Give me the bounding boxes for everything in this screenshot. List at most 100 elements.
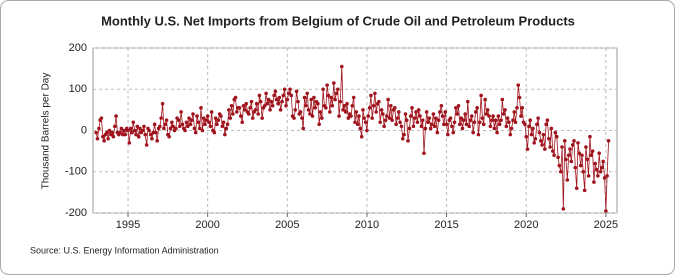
data-point [197, 126, 202, 131]
data-point [590, 149, 595, 153]
x-tick-label: 2020 [514, 219, 538, 231]
data-point [545, 118, 550, 122]
y-tick-label: 200 [69, 42, 87, 54]
data-point [102, 139, 106, 143]
data-point [387, 116, 392, 120]
data-point [105, 130, 109, 135]
data-point [558, 169, 563, 174]
data-point [451, 130, 456, 135]
data-point [578, 163, 583, 168]
data-point [484, 112, 489, 116]
data-point [588, 134, 592, 139]
data-point [582, 188, 587, 193]
data-point [432, 124, 437, 129]
data-point [586, 174, 591, 178]
data-point [357, 114, 361, 118]
data-point [281, 93, 286, 98]
data-point [328, 110, 332, 114]
data-point [346, 116, 351, 120]
data-point [513, 120, 518, 125]
data-point [556, 155, 560, 160]
data-point [318, 110, 323, 114]
data-point [366, 114, 371, 118]
data-point [551, 149, 555, 153]
data-point [512, 110, 517, 114]
data-point [416, 108, 421, 112]
data-point [434, 116, 438, 120]
data-point [270, 103, 275, 108]
data-point [204, 118, 209, 122]
data-point [414, 110, 418, 114]
data-point [256, 112, 260, 116]
data-point [249, 99, 254, 104]
data-point [288, 87, 292, 92]
data-point [537, 130, 542, 135]
data-point [606, 139, 611, 143]
data-point [395, 116, 400, 120]
data-point [389, 103, 393, 108]
data-point [446, 132, 450, 137]
data-point [216, 118, 221, 122]
data-point [188, 122, 193, 127]
data-point [363, 120, 368, 125]
data-point [499, 118, 503, 122]
data-point [529, 132, 534, 137]
data-point [597, 151, 601, 155]
data-point [574, 186, 579, 191]
data-point [377, 99, 381, 104]
data-point [191, 112, 195, 116]
data-point [179, 110, 183, 114]
data-point [426, 120, 430, 125]
data-point [306, 108, 311, 112]
data-point [207, 120, 211, 125]
data-point [199, 106, 203, 110]
data-point [483, 97, 487, 102]
data-point [195, 114, 199, 118]
data-point [95, 136, 100, 141]
data-point [552, 153, 556, 158]
data-point [481, 122, 486, 127]
data-point [350, 103, 355, 108]
data-point [431, 112, 436, 116]
data-point [444, 122, 449, 127]
data-point [458, 122, 462, 127]
data-point [471, 130, 475, 135]
data-point [370, 116, 375, 120]
data-point [317, 122, 321, 127]
data-point [564, 157, 568, 162]
data-point [174, 126, 178, 131]
y-axis-label: Thousand Barrels per Day [41, 73, 52, 190]
data-point [371, 103, 376, 108]
data-point [171, 124, 175, 129]
data-point [565, 178, 570, 182]
data-point [472, 120, 477, 125]
data-point [469, 114, 474, 118]
x-tick-label: 2010 [355, 219, 379, 231]
data-point [570, 143, 575, 147]
data-point [240, 120, 245, 125]
data-point [592, 180, 596, 184]
data-point [427, 116, 432, 120]
data-point [159, 116, 163, 120]
data-point [439, 103, 444, 108]
data-point [276, 101, 280, 106]
data-point [455, 112, 460, 116]
data-point [119, 126, 124, 131]
data-point [168, 126, 173, 131]
data-point [176, 118, 181, 122]
data-point [428, 126, 433, 131]
data-point [576, 141, 580, 145]
data-point [491, 114, 495, 118]
data-point [292, 116, 296, 120]
data-point [374, 110, 378, 114]
data-point [367, 106, 372, 110]
data-point [150, 136, 154, 141]
data-point [337, 114, 341, 118]
data-point [464, 122, 469, 127]
data-point [196, 120, 201, 125]
data-point [404, 118, 409, 122]
data-point [235, 110, 239, 114]
data-point [351, 95, 356, 100]
data-point [265, 101, 270, 106]
data-point [501, 112, 506, 116]
